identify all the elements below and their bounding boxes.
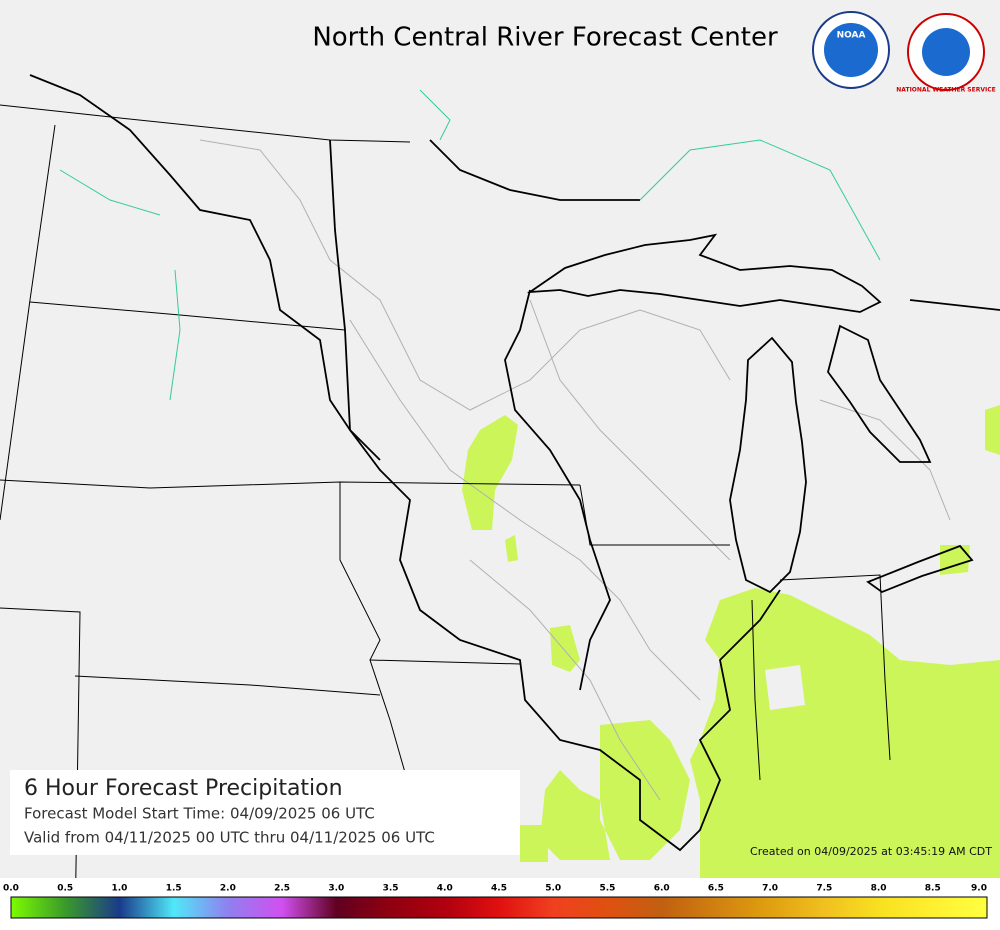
- basin-line: [469, 559, 661, 801]
- info-box: [10, 770, 520, 855]
- lake-michigan: [729, 336, 807, 594]
- border: [74, 675, 381, 696]
- nws-logo: NATIONAL WEATHER SERVICE: [896, 13, 996, 94]
- precip-area: [540, 720, 690, 860]
- legend-tick-label: 3.5: [383, 884, 399, 894]
- river: [419, 89, 451, 141]
- river: [169, 269, 181, 401]
- border: [579, 484, 730, 546]
- legend-tick-label: 8.5: [925, 884, 941, 894]
- border: [0, 479, 581, 489]
- border: [369, 659, 521, 665]
- river: [639, 139, 881, 261]
- legend-tick-label: 0.0: [3, 884, 19, 894]
- legend-tick-label: 7.5: [816, 884, 832, 894]
- border: [339, 482, 411, 791]
- legend-tick-label: 4.0: [437, 884, 453, 894]
- legend-tick-label: 8.0: [871, 884, 887, 894]
- color-scale: [10, 896, 988, 919]
- legend-tick-label: 1.0: [111, 884, 127, 894]
- logo-text: NOAA: [837, 31, 866, 41]
- basin-line: [819, 399, 951, 521]
- lake-shore: [909, 299, 1000, 311]
- precip-area: [550, 625, 580, 672]
- start-time: Forecast Model Start Time: 04/09/2025 06…: [24, 805, 375, 823]
- precip-area: [690, 588, 1000, 880]
- info-panel: 6 Hour Forecast Precipitation Forecast M…: [10, 770, 520, 855]
- precip-gap: [765, 665, 805, 710]
- created-stamp: Created on 04/09/2025 at 03:45:19 AM CDT: [750, 845, 992, 858]
- precip-holes: [765, 665, 805, 710]
- precip-area: [462, 415, 518, 530]
- legend-tick-label: 2.5: [274, 884, 290, 894]
- river: [59, 169, 161, 216]
- great-lakes: [526, 233, 1000, 594]
- legend-tick-label: 3.0: [328, 884, 344, 894]
- legend-tick-label: 5.5: [599, 884, 615, 894]
- logo-text: NATIONAL WEATHER SERVICE: [896, 87, 995, 94]
- legend-tick-label: 4.5: [491, 884, 507, 894]
- valid-time: Valid from 04/11/2025 00 UTC thru 04/11/…: [24, 829, 435, 847]
- logo-disc: [922, 28, 970, 76]
- major-rivers-and-basin-boundary: [29, 74, 781, 852]
- border: [779, 574, 891, 761]
- basin-boundary: [429, 139, 640, 201]
- product-title: 6 Hour Forecast Precipitation: [24, 776, 343, 801]
- canada-rivers: [59, 89, 881, 401]
- precip-area: [985, 405, 1000, 455]
- legend-tick-label: 1.5: [166, 884, 182, 894]
- lake-superior: [526, 233, 882, 313]
- precip-area: [505, 535, 518, 562]
- legend-tick-label: 5.0: [545, 884, 561, 894]
- border: [29, 301, 346, 331]
- legend-tick-label: 7.0: [762, 884, 778, 894]
- border: [751, 599, 761, 781]
- basin-line: [199, 139, 731, 411]
- precipitation-areas: [462, 405, 1000, 880]
- legend-tick-label: 0.5: [57, 884, 73, 894]
- river: [329, 139, 381, 461]
- legend-tick-label: 6.5: [708, 884, 724, 894]
- precip-area: [940, 545, 970, 575]
- border: [0, 124, 56, 521]
- basin-line: [529, 299, 731, 561]
- legend-tick-label: 2.0: [220, 884, 236, 894]
- basin-boundary: [29, 74, 781, 852]
- legend-tick-label: 6.0: [654, 884, 670, 894]
- basin-lines: [199, 139, 951, 801]
- precip-area: [520, 825, 548, 862]
- noaa-logo: NOAA: [812, 11, 890, 89]
- logo-disc: [824, 23, 878, 77]
- lake-erie: [866, 544, 974, 594]
- lake-huron: [827, 324, 932, 463]
- basin-line: [349, 319, 701, 701]
- legend-tick-label: 9.0: [971, 884, 987, 894]
- page-title: North Central River Forecast Center: [312, 23, 778, 53]
- legend-ticks: 0.0 0.5 1.0 1.5 2.0 2.5 3.0 3.5 4.0 4.5 5.0 5.5 6.0 6…: [3, 884, 987, 894]
- border: [0, 104, 411, 143]
- river: [504, 289, 611, 691]
